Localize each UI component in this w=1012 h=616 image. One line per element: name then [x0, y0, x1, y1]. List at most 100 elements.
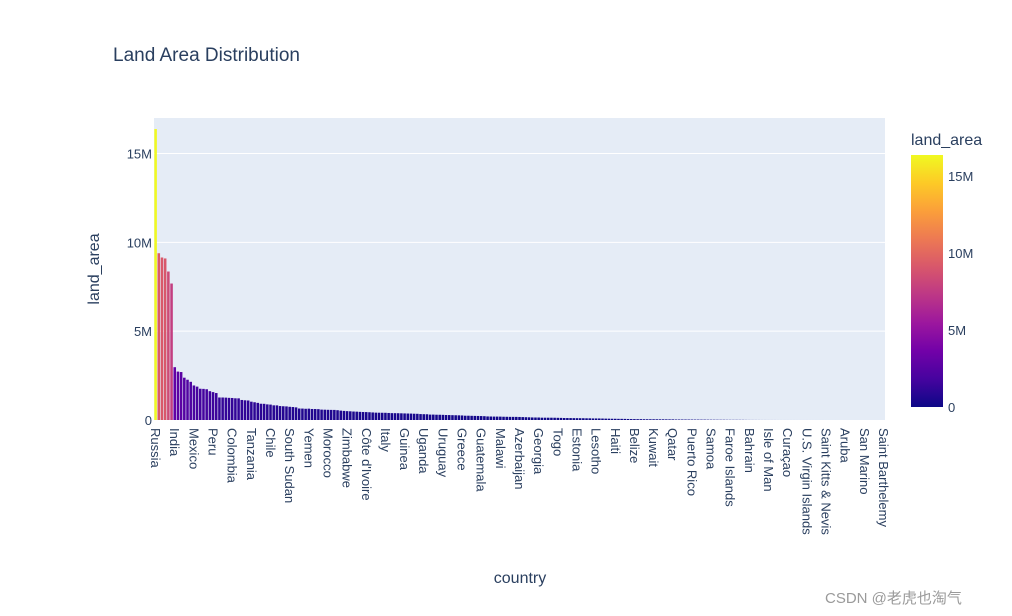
bar — [230, 397, 234, 420]
bar — [639, 419, 643, 420]
x-tick-label: Georgia — [531, 428, 546, 475]
bar — [173, 367, 177, 420]
bar — [620, 418, 623, 420]
bar — [661, 419, 665, 420]
bar — [502, 416, 505, 420]
x-tick-label: Italy — [378, 428, 393, 452]
bar — [199, 388, 202, 420]
bar — [521, 417, 524, 420]
x-tick-label: San Marino — [857, 428, 872, 494]
bar — [371, 412, 374, 420]
bar — [524, 417, 528, 420]
x-tick-label: Qatar — [665, 428, 680, 461]
bar — [269, 404, 272, 420]
x-tick-label: Samoa — [704, 428, 719, 470]
x-tick-label: Uganda — [416, 428, 431, 474]
bar — [566, 418, 569, 420]
bar — [645, 419, 649, 420]
bar — [163, 258, 167, 420]
bar — [240, 399, 244, 420]
colorbar-tick-label: 5M — [948, 323, 966, 338]
bar — [317, 409, 320, 420]
bar — [451, 415, 454, 420]
colorbar-tick-label: 0 — [948, 400, 955, 415]
x-tick-label: Saint Barthelemy — [876, 428, 891, 527]
bar — [623, 418, 627, 420]
bar — [604, 418, 607, 420]
bar — [275, 405, 279, 420]
bar — [425, 414, 429, 420]
bar — [250, 401, 253, 420]
colorbar-title: land_area — [911, 132, 982, 149]
bar — [361, 412, 365, 420]
bar — [246, 400, 250, 420]
y-axis-title: land_area — [86, 233, 103, 304]
bar — [339, 410, 343, 420]
bar — [243, 400, 247, 420]
x-tick-label: Bahrain — [742, 428, 757, 473]
bar — [266, 404, 269, 420]
bar — [422, 414, 426, 420]
bar — [416, 413, 419, 420]
plot-background — [154, 118, 885, 420]
bar — [272, 405, 275, 420]
y-tick-label: 5M — [134, 324, 152, 339]
bar — [428, 414, 432, 420]
bar — [409, 413, 413, 420]
bar — [183, 377, 186, 420]
colorbar-tick-labels: 0 5M 10M 15M — [948, 169, 973, 415]
bar — [633, 419, 636, 420]
y-tick-label: 0 — [145, 413, 152, 428]
bar — [294, 407, 298, 420]
bar — [460, 415, 464, 420]
x-tick-label: Curaçao — [780, 428, 795, 477]
bar — [323, 409, 327, 420]
bar — [610, 418, 614, 420]
bar — [278, 406, 282, 420]
bar — [400, 413, 403, 420]
bar — [310, 408, 314, 420]
bar — [515, 416, 518, 420]
bar — [432, 414, 435, 420]
bar — [674, 419, 678, 420]
x-tick-label: Isle of Man — [761, 428, 776, 492]
bar — [546, 417, 550, 420]
colorbar-tick-label: 15M — [948, 169, 973, 184]
bar — [588, 418, 592, 420]
bar — [658, 419, 662, 420]
bar — [668, 419, 671, 420]
x-tick-label: Estonia — [569, 428, 584, 472]
x-tick-label: Morocco — [320, 428, 335, 478]
x-tick-label: Yemen — [301, 428, 316, 468]
bar — [256, 402, 260, 420]
bar — [214, 393, 218, 420]
x-tick-label: Peru — [206, 428, 221, 455]
bar — [288, 406, 291, 420]
bar — [320, 409, 323, 420]
bar — [530, 417, 534, 420]
bar — [224, 397, 228, 420]
bar — [393, 413, 397, 420]
watermark: CSDN @老虎也淘气 — [825, 590, 962, 607]
bar — [336, 410, 339, 420]
bar — [345, 411, 349, 420]
bar — [282, 406, 285, 420]
bar — [613, 418, 617, 420]
x-tick-label: India — [167, 428, 182, 457]
bar — [329, 409, 333, 420]
bar — [154, 129, 157, 421]
bar — [167, 271, 170, 420]
bar — [652, 419, 655, 420]
y-gridlines — [154, 153, 885, 332]
x-tick-label: Mexico — [186, 428, 201, 469]
bar — [636, 419, 639, 420]
bar — [556, 417, 560, 420]
bar — [237, 398, 240, 420]
bar — [467, 415, 470, 420]
colorbar-tick-label: 10M — [948, 246, 973, 261]
bar — [559, 417, 563, 420]
bar — [642, 419, 646, 420]
bar — [626, 418, 630, 420]
bar — [259, 403, 263, 420]
bar — [578, 418, 582, 420]
